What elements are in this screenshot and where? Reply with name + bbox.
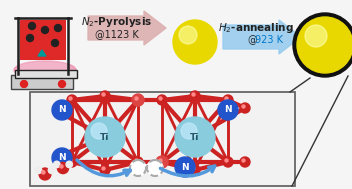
FancyArrow shape	[88, 11, 166, 45]
Circle shape	[132, 94, 144, 106]
Circle shape	[52, 100, 72, 120]
Circle shape	[69, 97, 72, 100]
Circle shape	[29, 22, 36, 29]
Circle shape	[58, 81, 65, 88]
Circle shape	[240, 103, 250, 113]
Circle shape	[20, 81, 27, 88]
Circle shape	[156, 156, 168, 168]
Circle shape	[190, 91, 200, 101]
Circle shape	[67, 157, 77, 167]
Circle shape	[130, 160, 146, 176]
Ellipse shape	[14, 61, 76, 79]
Circle shape	[293, 13, 352, 77]
Circle shape	[100, 91, 110, 101]
Text: N: N	[58, 153, 66, 163]
Text: @1123 K: @1123 K	[95, 29, 139, 39]
Circle shape	[175, 117, 215, 157]
Circle shape	[135, 159, 138, 162]
FancyBboxPatch shape	[30, 92, 295, 186]
Text: N: N	[224, 105, 232, 115]
Circle shape	[133, 95, 143, 105]
Circle shape	[147, 160, 163, 176]
Circle shape	[26, 35, 33, 42]
Circle shape	[133, 157, 143, 167]
Circle shape	[297, 17, 352, 73]
Circle shape	[159, 159, 162, 162]
Circle shape	[42, 26, 49, 33]
Circle shape	[135, 97, 138, 100]
Circle shape	[42, 171, 45, 174]
Circle shape	[69, 159, 72, 162]
Circle shape	[157, 157, 167, 167]
Circle shape	[48, 167, 55, 174]
Circle shape	[35, 167, 42, 174]
Polygon shape	[38, 50, 46, 56]
Circle shape	[223, 95, 233, 105]
Circle shape	[54, 161, 60, 168]
Circle shape	[175, 157, 195, 177]
FancyBboxPatch shape	[18, 18, 68, 74]
Circle shape	[192, 167, 195, 170]
Circle shape	[157, 95, 167, 105]
FancyBboxPatch shape	[11, 75, 73, 89]
Circle shape	[218, 100, 238, 120]
Circle shape	[39, 168, 51, 180]
Text: @: @	[247, 35, 257, 45]
Circle shape	[67, 95, 77, 105]
Text: 923 K: 923 K	[255, 35, 283, 45]
Circle shape	[223, 157, 233, 167]
Circle shape	[55, 25, 62, 32]
FancyBboxPatch shape	[15, 70, 77, 78]
Circle shape	[179, 26, 197, 44]
FancyArrow shape	[223, 20, 301, 54]
Text: Ti: Ti	[100, 132, 110, 142]
Circle shape	[60, 165, 63, 168]
Circle shape	[192, 93, 195, 96]
Text: N: N	[181, 163, 189, 171]
Text: $H_2$-annealing: $H_2$-annealing	[218, 21, 294, 35]
Circle shape	[225, 159, 228, 162]
Circle shape	[242, 105, 245, 108]
Circle shape	[85, 117, 125, 157]
Circle shape	[66, 161, 73, 168]
FancyBboxPatch shape	[20, 20, 66, 60]
Circle shape	[100, 165, 110, 175]
Circle shape	[57, 162, 69, 174]
Circle shape	[240, 157, 250, 167]
Circle shape	[51, 40, 58, 46]
Circle shape	[102, 167, 105, 170]
Circle shape	[102, 93, 105, 96]
Circle shape	[305, 25, 327, 47]
Circle shape	[173, 20, 217, 64]
Text: N: N	[58, 105, 66, 115]
Circle shape	[91, 123, 107, 139]
Circle shape	[159, 97, 162, 100]
Text: $N_2$-Pyrolysis: $N_2$-Pyrolysis	[81, 15, 153, 29]
Circle shape	[181, 123, 197, 139]
Circle shape	[225, 97, 228, 100]
Circle shape	[190, 165, 200, 175]
Circle shape	[52, 148, 72, 168]
Text: Ti: Ti	[190, 132, 200, 142]
Circle shape	[242, 159, 245, 162]
